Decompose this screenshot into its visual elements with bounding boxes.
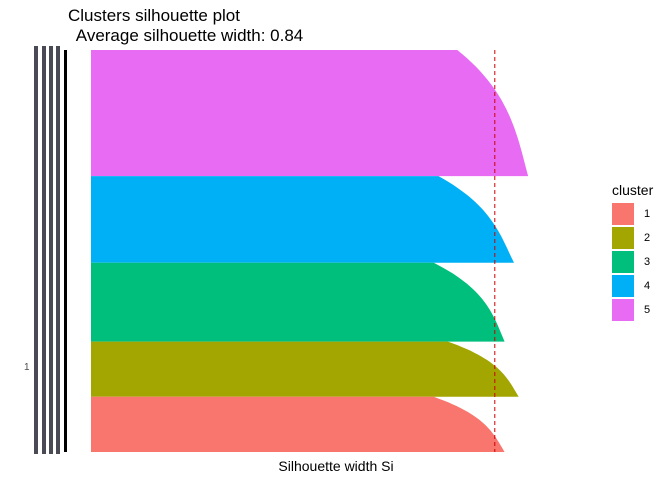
cluster-area-1 [91,396,505,452]
tick-mark [34,46,38,454]
legend: cluster 1 2 3 4 5 [612,182,653,322]
tick-mark [56,46,60,454]
cluster-areas [91,50,529,452]
legend-item-2: 2 [612,226,653,250]
legend-item-1: 1 [612,202,653,226]
legend-swatch [612,203,634,225]
legend-swatch [612,251,634,273]
legend-label: 1 [644,208,651,220]
legend-swatch [612,227,634,249]
legend-label: 3 [644,256,651,268]
legend-item-4: 4 [612,274,653,298]
legend-label: 5 [644,304,651,316]
legend-label: 4 [644,280,651,292]
chart-title: Clusters silhouette plot [68,6,240,25]
cluster-area-5 [91,50,529,177]
legend-label: 2 [644,232,651,244]
legend-item-5: 5 [612,298,653,322]
y-tick-label: 1 [24,362,30,373]
y-axis-line [64,50,67,452]
tick-mark [49,46,53,454]
legend-title: cluster [612,182,654,198]
cluster-area-4 [91,176,514,263]
cluster-area-2 [91,341,519,397]
tick-mark [42,46,46,454]
tick-lines [34,46,67,454]
legend-items: 1 2 3 4 5 [612,202,653,322]
legend-item-3: 3 [612,250,653,274]
legend-swatch [612,275,634,297]
x-axis-label-text: Silhouette width Si [278,458,394,474]
chart-subtitle: Average silhouette width: 0.84 [72,26,304,45]
cluster-area-3 [91,262,505,342]
x-axis-label: Silhouette width Si [0,458,672,474]
legend-swatch [612,299,634,321]
